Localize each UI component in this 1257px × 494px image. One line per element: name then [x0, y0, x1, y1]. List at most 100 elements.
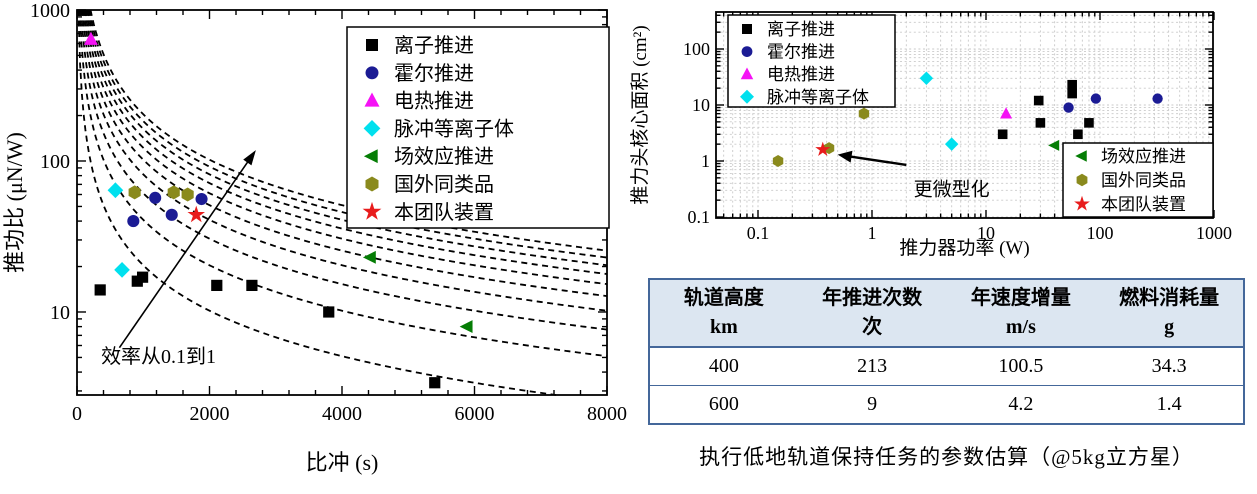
legend-entry: 国外同类品	[365, 173, 494, 196]
data-point	[1073, 129, 1083, 140]
efficiency-curve	[85, 9, 608, 275]
y-tick-label: 0.1	[688, 207, 711, 227]
data-point	[1152, 93, 1163, 104]
efficiency-curve	[88, 9, 608, 259]
data-point	[195, 192, 208, 206]
legend-label: 场效应推进	[1101, 147, 1186, 166]
x-tick-label: 1000	[1196, 223, 1232, 243]
data-point	[1076, 173, 1088, 187]
legend-entry: 电热推进	[364, 90, 474, 113]
data-point	[127, 215, 140, 228]
data-point	[149, 191, 162, 204]
efficiency-annotation: 效率从0.1到1	[101, 345, 216, 368]
data-point	[107, 182, 124, 199]
data-point	[772, 155, 784, 167]
x-tick-label: 0	[72, 403, 82, 425]
data-point	[459, 320, 473, 334]
efficiency-curve	[84, 9, 608, 286]
legend-label: 本团队装置	[394, 201, 494, 224]
y-tick-label: 100	[683, 39, 710, 59]
legend-entry: 国外同类品	[1076, 171, 1186, 190]
data-point	[363, 120, 381, 137]
column-header: 轨道高度 km	[649, 279, 798, 348]
table-cell: 9	[797, 385, 947, 424]
legend-entry: 本团队装置	[1074, 195, 1186, 214]
table-cell: 4.2	[946, 385, 1096, 424]
data-point	[136, 271, 149, 283]
data-point	[246, 279, 258, 292]
x-tick-label: 1	[868, 223, 877, 243]
core-area-power-chart: 更微型化 0.1 1 10 100 1000 0.1 1 10 100 推力器功率 (W) 推力头核心…	[629, 0, 1257, 262]
x-tick-label: 100	[1087, 223, 1114, 243]
table-cell: 34.3	[1095, 347, 1244, 386]
x-tick-label: 10	[977, 223, 995, 243]
efficiency-curve	[82, 9, 608, 297]
table-cell: 100.5	[946, 347, 1096, 386]
data-point	[365, 66, 379, 80]
data-point	[823, 142, 835, 155]
data-point	[165, 208, 178, 221]
y-tick-label: 100	[40, 151, 70, 173]
data-point	[187, 205, 206, 223]
legend-entry: 电热推进	[740, 65, 835, 84]
legend-entry: 脉冲等离子体	[363, 117, 514, 140]
y-tick-label: 10	[692, 95, 710, 115]
thrust-power-ratio-plot: 效率从0.1到1 0 2000 4000 6000 8000 10 100 1000 比冲 (s)…	[2, 0, 627, 475]
legend-entry: 场效应推进	[1075, 147, 1186, 166]
x-tick-label: 4000	[322, 403, 362, 425]
data-point	[740, 67, 754, 80]
orbit-parameters-section: 轨道高度 km 年推进次数次年速度增量 m/s 燃料消耗量 g 400 213 100.5 34…	[648, 278, 1245, 471]
x-tick-label: 8000	[587, 403, 627, 425]
data-point	[365, 176, 379, 192]
orbit-table-body: 400 213 100.5 34.3 600 9 4.2 1.4	[649, 347, 1244, 424]
legend-entry: 霍尔推进	[365, 62, 474, 85]
table-row: 400 213 100.5 34.3	[649, 347, 1244, 386]
data-point	[167, 185, 180, 200]
column-header: 年速度增量 m/s	[946, 279, 1096, 348]
table-cell: 400	[649, 347, 798, 386]
legend-label: 离子推进	[767, 20, 835, 39]
table-row: 600 9 4.2 1.4	[649, 385, 1244, 424]
plot-frame	[715, 11, 1214, 219]
y-axis-title: 推功比 (μN/W)	[2, 132, 27, 273]
column-header: 燃料消耗量 g	[1095, 279, 1244, 348]
data-point	[1000, 107, 1013, 119]
data-point	[741, 46, 753, 57]
data-point	[1035, 118, 1046, 128]
legend-label: 场效应推进	[394, 145, 494, 168]
x-axis-title: 推力器功率 (W)	[899, 237, 1029, 259]
data-point	[1033, 95, 1044, 106]
data-point	[181, 187, 194, 202]
thrust-power-ratio-chart: 效率从0.1到1 0 2000 4000 6000 8000 10 100 1000 比冲 (s)…	[2, 0, 627, 475]
data-point	[815, 141, 831, 156]
data-point	[1090, 93, 1102, 104]
legend-entry: 场效应推进	[363, 145, 494, 168]
data-point	[1063, 102, 1074, 113]
legend-label: 霍尔推进	[394, 62, 474, 85]
data-point	[1074, 195, 1090, 211]
arrow-head-icon	[243, 150, 256, 166]
legend-entry: 离子推进	[366, 34, 474, 57]
data-point	[1075, 150, 1087, 162]
data-point	[997, 129, 1008, 140]
data-point	[83, 31, 98, 45]
x-tick-label: 0.1	[747, 223, 770, 243]
legend-label: 电热推进	[394, 90, 474, 113]
y-axis-title: 推力头核心面积 (cm²)	[630, 25, 651, 204]
efficiency-curve	[77, 9, 557, 396]
data-point	[363, 149, 378, 164]
legend-label: 国外同类品	[394, 173, 494, 196]
legend-box	[346, 26, 610, 229]
data-point	[1084, 118, 1094, 128]
miniaturization-annotation: 更微型化	[914, 179, 990, 201]
data-point	[1067, 79, 1077, 90]
data-point	[919, 71, 934, 85]
data-point	[364, 92, 380, 107]
data-point	[323, 306, 335, 318]
table-cell: 600	[649, 385, 798, 424]
legend-entry: 霍尔推进	[741, 43, 835, 62]
data-point	[366, 39, 378, 51]
orbit-table-header: 轨道高度 km 年推进次数次年速度增量 m/s 燃料消耗量 g	[649, 279, 1244, 348]
